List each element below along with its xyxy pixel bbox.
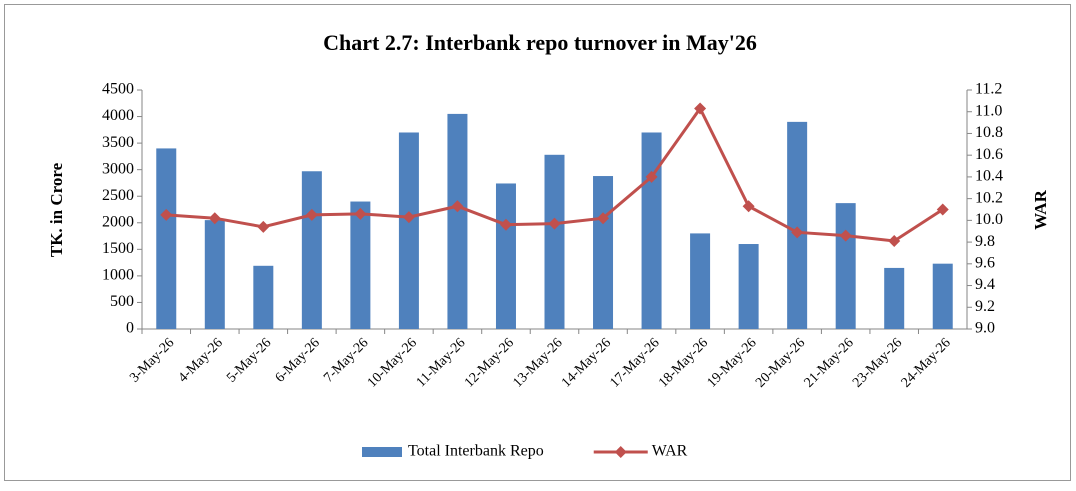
marker xyxy=(888,235,901,248)
y2-tick-label: 9.2 xyxy=(975,298,995,315)
bar xyxy=(350,201,371,329)
y-tick-label: 4500 xyxy=(102,81,134,98)
y2-tick-label: 10.2 xyxy=(975,189,1003,206)
marker xyxy=(597,212,610,225)
bar xyxy=(495,183,516,329)
y-tick-label: 1500 xyxy=(102,240,134,257)
marker xyxy=(645,170,658,183)
marker xyxy=(354,207,367,220)
y2-tick-label: 10.8 xyxy=(975,124,1003,141)
y-tick-label: 1000 xyxy=(102,267,134,284)
bar xyxy=(544,154,565,329)
legend-marker xyxy=(614,446,627,458)
marker xyxy=(694,102,707,115)
y-tick-label: 3000 xyxy=(102,160,134,177)
y2-tick-label: 11.2 xyxy=(975,81,1002,98)
marker xyxy=(742,200,755,213)
bar xyxy=(447,113,468,330)
marker xyxy=(839,229,852,242)
y2-axis-label: WAR xyxy=(1031,189,1050,229)
y-tick-label: 2500 xyxy=(102,187,134,204)
marker xyxy=(791,226,804,239)
marker xyxy=(305,208,318,221)
bar xyxy=(156,148,177,329)
y-tick-label: 3500 xyxy=(102,134,134,151)
bar xyxy=(301,171,322,329)
y2-tick-label: 10.4 xyxy=(975,168,1003,185)
y2-tick-label: 11.0 xyxy=(975,102,1002,119)
legend-label: WAR xyxy=(652,443,688,460)
bar xyxy=(787,121,808,329)
y-tick-label: 0 xyxy=(126,320,134,337)
marker xyxy=(208,212,221,225)
y-tick-label: 500 xyxy=(110,293,134,310)
legend-label: Total Interbank Repo xyxy=(408,443,544,460)
bar xyxy=(398,132,419,329)
y2-tick-label: 10.0 xyxy=(975,211,1003,228)
chart-title: Chart 2.7: Interbank repo turnover in Ma… xyxy=(323,30,757,55)
marker xyxy=(936,203,949,216)
marker xyxy=(160,208,173,221)
y-tick-label: 4000 xyxy=(102,107,134,124)
bar xyxy=(835,203,856,329)
marker xyxy=(548,217,561,230)
bar xyxy=(690,233,711,329)
y2-tick-label: 9.8 xyxy=(975,233,995,250)
bar xyxy=(884,267,905,329)
y2-tick-label: 9.4 xyxy=(975,276,995,293)
bar xyxy=(593,176,614,329)
marker xyxy=(499,218,512,231)
marker xyxy=(451,200,464,213)
bar xyxy=(932,263,953,329)
y2-tick-label: 9.0 xyxy=(975,320,995,337)
y2-tick-label: 9.6 xyxy=(975,254,995,271)
bar xyxy=(641,132,662,329)
y2-tick-label: 10.6 xyxy=(975,146,1003,163)
bar xyxy=(204,220,225,329)
y-tick-label: 2000 xyxy=(102,213,134,230)
legend-swatch xyxy=(362,447,402,457)
bar xyxy=(738,244,759,329)
marker xyxy=(402,211,415,224)
y-axis-label: TK. in Crore xyxy=(47,162,66,257)
marker xyxy=(257,220,270,233)
bar xyxy=(253,265,274,329)
